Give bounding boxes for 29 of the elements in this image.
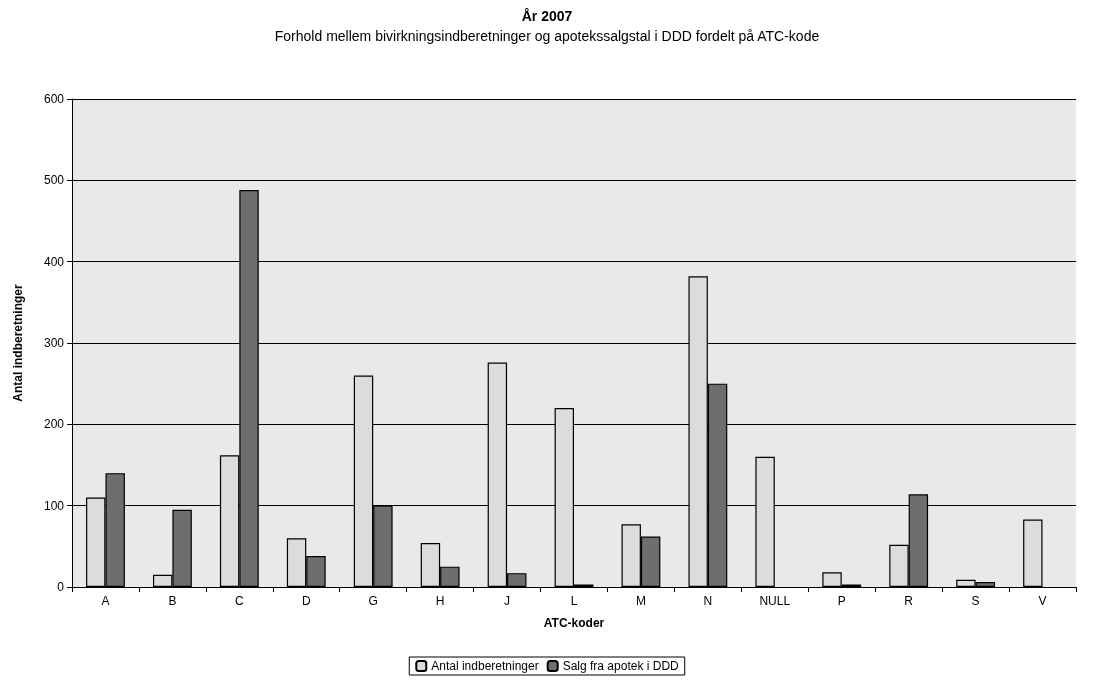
x-tick-label: V xyxy=(1038,594,1047,608)
y-tick-label: 400 xyxy=(43,254,65,269)
x-axis-title: ATC-koder xyxy=(543,616,605,630)
y-tick-label: 0 xyxy=(57,580,65,594)
y-axis-title: Antal indberetninger xyxy=(11,284,25,402)
x-tick-label: A xyxy=(101,594,110,608)
x-tick-label: S xyxy=(971,594,980,608)
legend-label: Antal indberetninger xyxy=(431,659,539,673)
x-tick-label: G xyxy=(368,594,378,608)
x-tick-label: J xyxy=(504,594,511,608)
y-tick-label: 100 xyxy=(43,498,65,513)
x-tick-label: R xyxy=(904,594,914,608)
chart-subtitle: Forhold mellem bivirkningsindberetninger og apotekssalgstal i DDD fordelt på ATC-kode xyxy=(274,28,820,44)
y-tick-label: 200 xyxy=(43,417,65,432)
y-tick-label: 300 xyxy=(43,336,65,350)
x-tick-label: C xyxy=(235,594,244,608)
x-tick-label: B xyxy=(168,594,177,608)
x-tick-label: N xyxy=(703,594,713,608)
x-tick-label: L xyxy=(570,594,578,608)
chart-title: År 2007 xyxy=(521,8,573,24)
x-tick-label: H xyxy=(435,594,445,608)
x-tick-label: NULL xyxy=(759,594,791,608)
x-tick-label: M xyxy=(635,594,646,608)
y-tick-label: 500 xyxy=(43,173,65,188)
x-tick-label: D xyxy=(301,594,311,608)
y-tick-label: 600 xyxy=(43,92,65,106)
legend-label: Salg fra apotek i DDD xyxy=(562,659,680,673)
x-tick-label: P xyxy=(837,594,846,608)
bar xyxy=(1023,519,1043,587)
